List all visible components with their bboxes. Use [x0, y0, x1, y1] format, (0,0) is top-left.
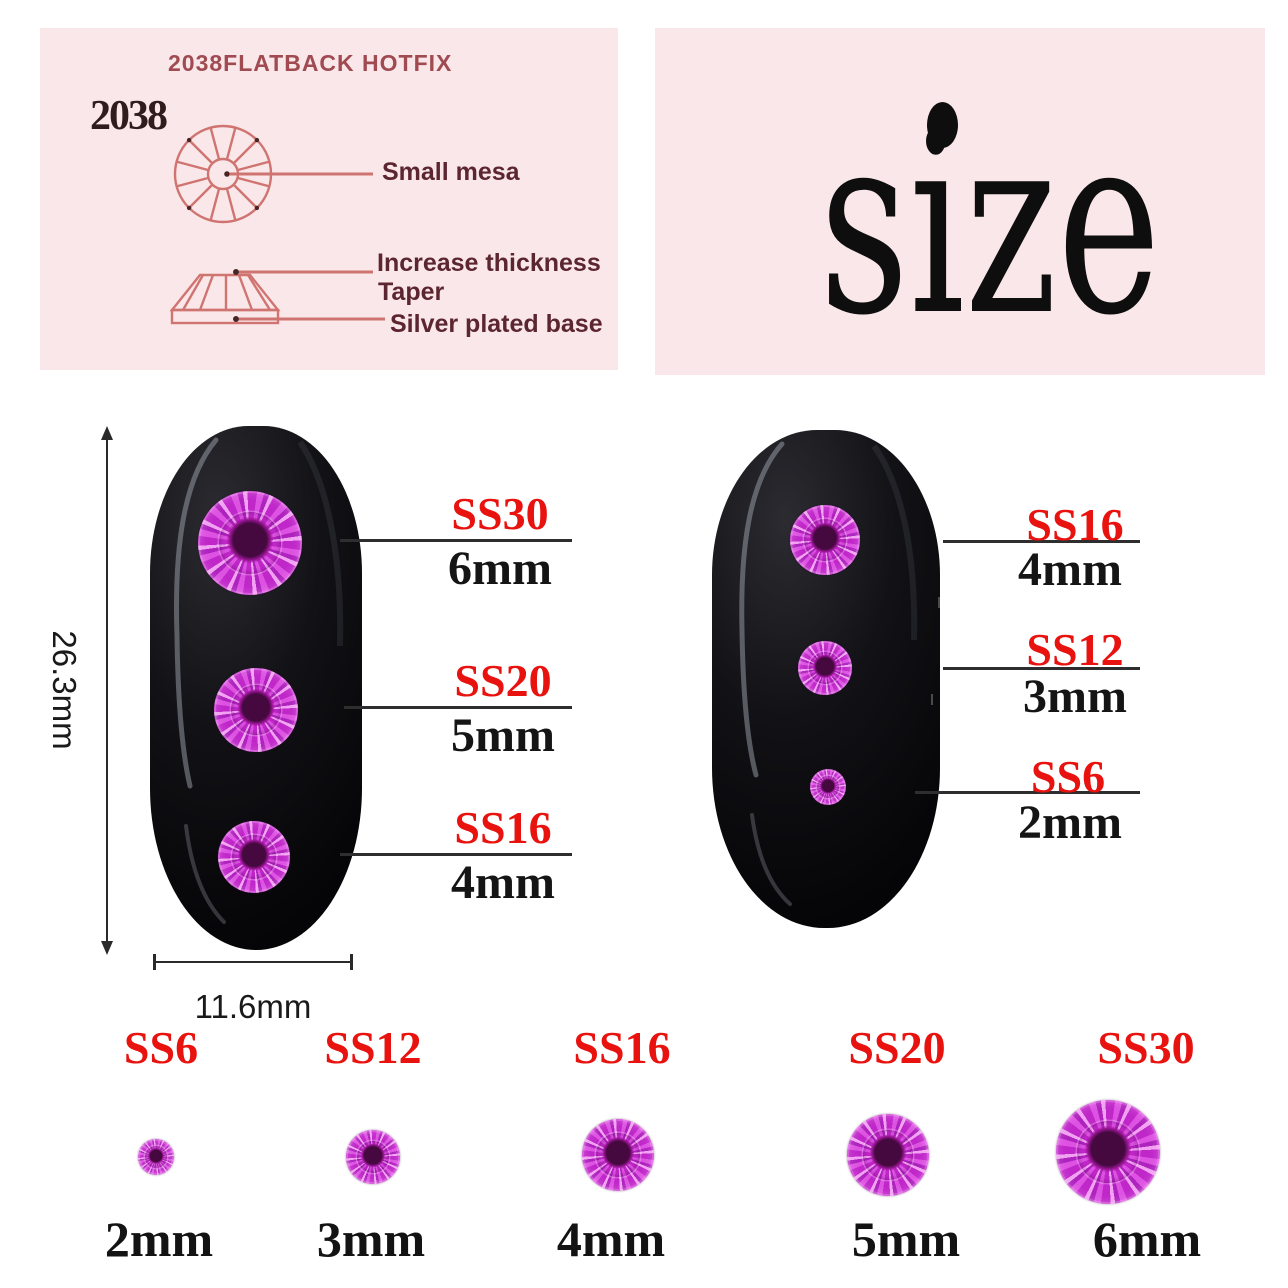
diameter-label: 4mm — [1018, 543, 1122, 596]
product-code: 2038 — [90, 93, 168, 139]
rhinestone-ss12 — [798, 641, 852, 695]
size-code-label: SS20 — [454, 655, 552, 706]
rhinestone-ss30 — [198, 491, 302, 595]
chart-diameter: 3mm — [316, 1211, 426, 1267]
chart-rhinestone-ss16 — [582, 1119, 654, 1191]
diameter-label: 5mm — [451, 709, 555, 762]
diameter-label: 3mm — [1023, 670, 1127, 723]
rhinestone-technical-diagram — [169, 124, 385, 325]
side-view-callout-label-1: Increase thickness — [377, 249, 601, 277]
diameter-label: 4mm — [451, 856, 555, 909]
size-title: size — [819, 79, 1161, 370]
diameter-label: 6mm — [448, 542, 552, 595]
dimension-arrow-top — [101, 426, 113, 440]
height-dimension-label: 26.3mm — [46, 630, 83, 750]
chart-size-code: SS6 — [123, 1022, 199, 1073]
callout-line — [943, 667, 1140, 670]
top-view-callout-label: Small mesa — [382, 158, 520, 186]
size-title-panel: size — [655, 28, 1265, 375]
height-dimension-line — [106, 438, 108, 942]
chart-size-code: SS30 — [1097, 1022, 1195, 1073]
rhinestone-ss16 — [218, 821, 290, 893]
chart-rhinestone-ss12 — [346, 1130, 400, 1184]
size-code-label: SS16 — [454, 802, 552, 853]
width-dimension-line — [155, 961, 352, 963]
chart-size-code: SS12 — [324, 1022, 422, 1073]
chart-rhinestone-ss30 — [1056, 1100, 1160, 1204]
chart-diameter: 5mm — [851, 1211, 961, 1267]
nail-edge-tick — [938, 597, 940, 608]
callout-line — [340, 539, 572, 542]
chart-diameter: 2mm — [104, 1211, 214, 1267]
panel-heading: 2038FLATBACK HOTFIX — [168, 50, 453, 76]
side-view-callout-label-3: Silver plated base — [390, 310, 603, 338]
rhinestone-ss20 — [214, 668, 298, 752]
width-dimension-label: 11.6mm — [194, 988, 312, 1025]
nail-edge-tick — [931, 694, 933, 705]
dimension-arrow-bottom — [101, 941, 113, 955]
diameter-label: 2mm — [1018, 796, 1122, 849]
nail-gloss-highlight — [739, 441, 785, 778]
chart-size-code: SS20 — [848, 1022, 946, 1073]
side-view-callout-label-2: Taper — [378, 278, 445, 306]
size-code-label: SS12 — [1026, 624, 1124, 675]
size-i-dot-accent — [927, 102, 958, 148]
nail-gloss-highlight — [174, 437, 219, 789]
chart-size-code: SS16 — [573, 1022, 671, 1073]
chart-diameter: 4mm — [556, 1211, 666, 1267]
chart-diameter: 6mm — [1092, 1211, 1202, 1267]
rhinestone-ss16 — [790, 505, 860, 575]
size-code-label: SS16 — [1026, 499, 1124, 550]
product-info-panel: 2038FLATBACK HOTFIX 2038 — [40, 28, 618, 370]
rhinestone-ss6 — [810, 769, 846, 805]
callout-line — [943, 540, 1140, 543]
size-code-label: SS30 — [451, 488, 549, 539]
chart-rhinestone-ss20 — [847, 1114, 929, 1196]
chart-rhinestone-ss6 — [138, 1139, 174, 1175]
size-code-label: SS6 — [1030, 751, 1106, 802]
width-dim-tick-right — [350, 954, 353, 970]
width-dim-tick-left — [153, 954, 156, 970]
callout-line — [340, 853, 572, 856]
callout-line — [344, 706, 572, 709]
callout-line — [915, 791, 1140, 794]
